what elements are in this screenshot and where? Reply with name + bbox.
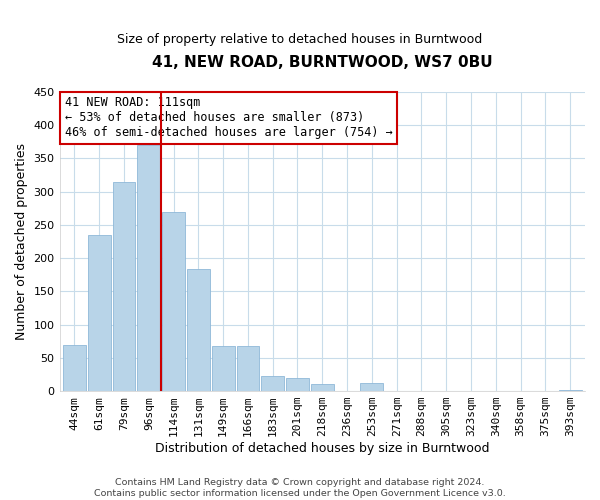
Bar: [63, 344, 86, 391]
Title: 41, NEW ROAD, BURNTWOOD, WS7 0BU: 41, NEW ROAD, BURNTWOOD, WS7 0BU: [152, 55, 493, 70]
Bar: [559, 390, 581, 391]
Bar: [286, 378, 309, 391]
Bar: [212, 346, 235, 391]
Text: Contains HM Land Registry data © Crown copyright and database right 2024.
Contai: Contains HM Land Registry data © Crown c…: [94, 478, 506, 498]
Bar: [187, 270, 210, 391]
Text: Size of property relative to detached houses in Burntwood: Size of property relative to detached ho…: [118, 32, 482, 46]
Bar: [236, 346, 259, 391]
Y-axis label: Number of detached properties: Number of detached properties: [15, 143, 28, 340]
Bar: [88, 235, 110, 391]
Text: 41 NEW ROAD: 111sqm
← 53% of detached houses are smaller (873)
46% of semi-detac: 41 NEW ROAD: 111sqm ← 53% of detached ho…: [65, 96, 392, 140]
X-axis label: Distribution of detached houses by size in Burntwood: Distribution of detached houses by size …: [155, 442, 490, 455]
Bar: [311, 384, 334, 391]
Bar: [361, 383, 383, 391]
Bar: [113, 182, 136, 391]
Bar: [137, 145, 160, 391]
Bar: [162, 212, 185, 391]
Bar: [261, 376, 284, 391]
